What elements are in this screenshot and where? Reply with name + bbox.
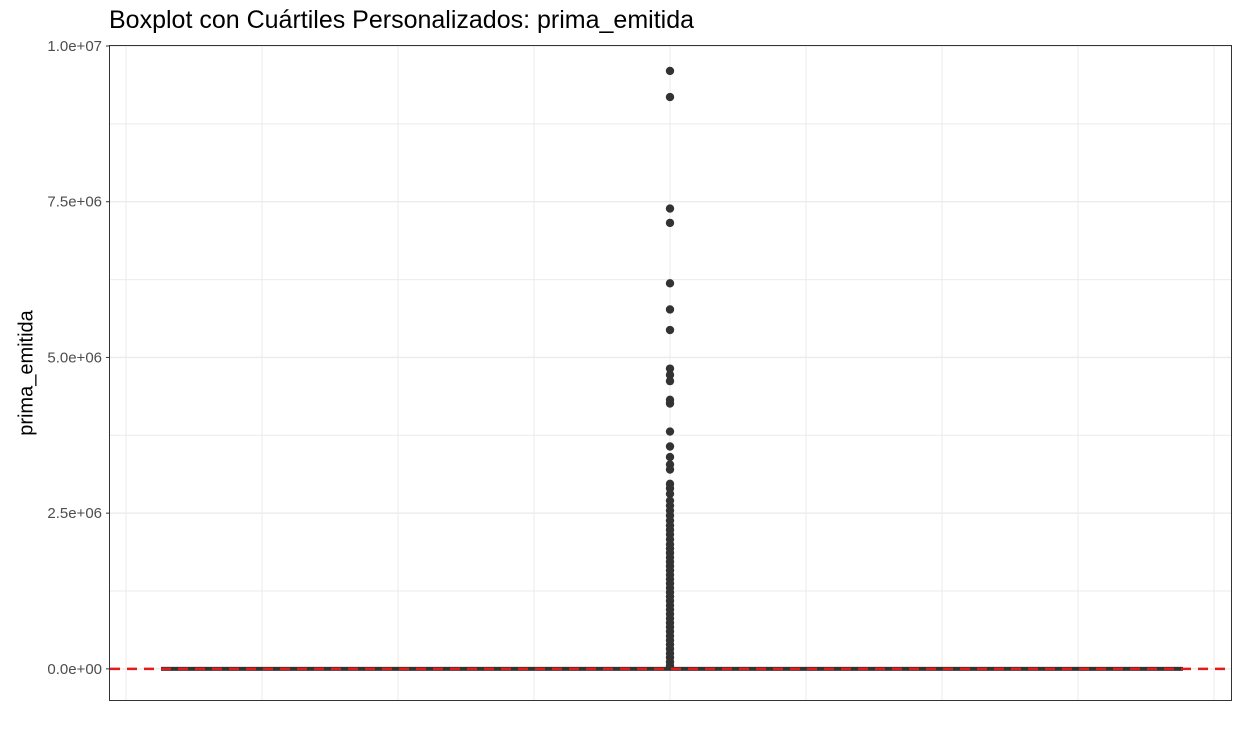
y-axis-ticks: 0.0e+00 2.5e+06 5.0e+06 7.5e+06 1.0e+07 (47, 38, 110, 678)
outlier-point (665, 489, 675, 499)
y-tick-label: 5.0e+06 (47, 349, 102, 366)
panel-border (109, 45, 1232, 701)
outlier-point (665, 465, 675, 474)
outlier-point (665, 452, 675, 462)
outlier-point (665, 325, 675, 335)
y-tick-label: 0.0e+00 (47, 661, 102, 678)
outlier-point (665, 370, 675, 380)
y-tick-label: 1.0e+07 (47, 38, 102, 55)
outlier-point (665, 364, 675, 373)
y-tick-label: 2.5e+06 (47, 505, 102, 522)
outlier-point (665, 427, 675, 436)
chart-marks (110, 66, 1231, 671)
y-tick-label: 7.5e+06 (47, 194, 102, 211)
outlier-point (665, 218, 675, 228)
outlier-point (665, 204, 675, 213)
chart-title: Boxplot con Cuártiles Personalizados: pr… (109, 6, 695, 34)
outlier-point (665, 442, 675, 451)
outlier-point (665, 66, 675, 76)
outlier-point (665, 92, 675, 102)
outlier-point (665, 399, 675, 408)
outlier-point (665, 305, 675, 314)
outlier-point (665, 376, 675, 386)
outlier-point (665, 279, 675, 288)
